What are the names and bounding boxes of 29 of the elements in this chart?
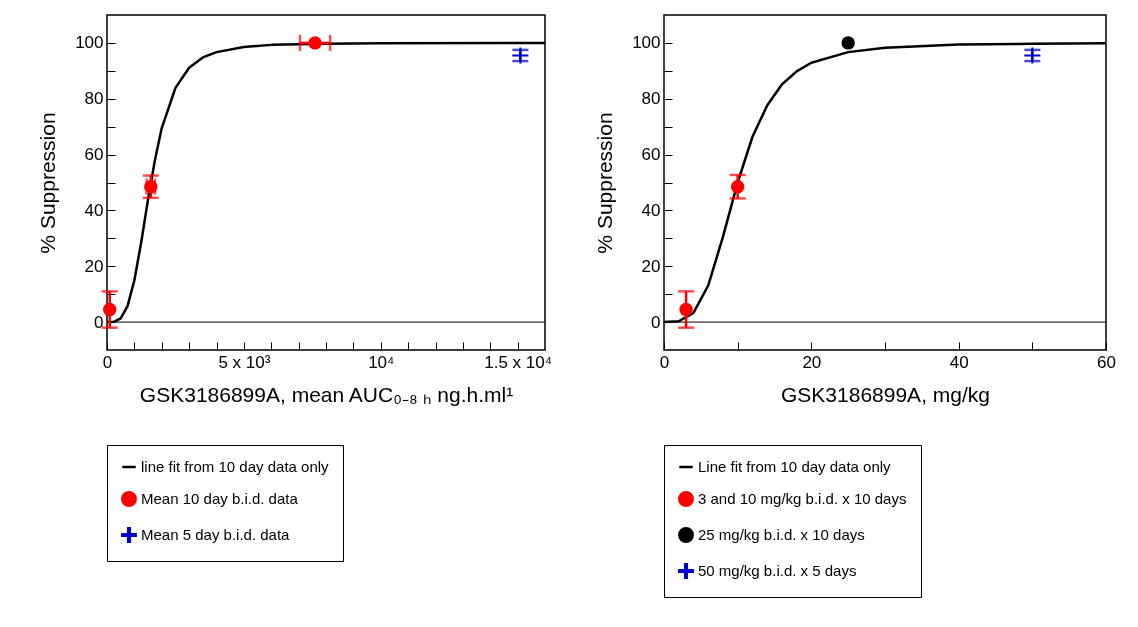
y-tick-label: 20 (84, 256, 104, 276)
legend-label: Mean 5 day b.i.d. data (141, 526, 291, 543)
y-tick-label: 60 (84, 145, 104, 165)
x-axis-title: GSK3186899A, mg/kg (781, 382, 990, 406)
legend-label: 50 mg/kg b.i.d. x 5 days (698, 562, 857, 579)
x-tick-label: 60 (1097, 352, 1116, 372)
x-tick-label: 20 (802, 352, 822, 372)
x-tick-label: 5 x 10³ (218, 352, 271, 372)
legend-label: Mean 10 day b.i.d. data (141, 490, 299, 507)
y-tick-label: 100 (75, 33, 104, 53)
y-tick-label: 60 (641, 145, 661, 165)
legend-label: line fit from 10 day data only (141, 458, 330, 475)
legend-label: Line fit from 10 day data only (698, 458, 892, 475)
y-tick-label: 0 (94, 312, 104, 332)
y-axis-title: % Suppression (593, 112, 617, 254)
y-tick-label: 40 (641, 200, 661, 220)
y-axis-title: % Suppression (36, 112, 60, 254)
x-axis-title: GSK3186899A, mean AUC₀₋₈ ₕ ng.h.ml¹ (139, 382, 514, 406)
y-tick-label: 40 (84, 200, 104, 220)
y-tick-label: 0 (651, 312, 661, 332)
legend-label: 25 mg/kg b.i.d. x 10 days (698, 526, 865, 543)
y-tick-label: 20 (641, 256, 661, 276)
y-tick-label: 80 (641, 89, 661, 109)
legend-label: 3 and 10 mg/kg b.i.d. x 10 days (698, 490, 907, 507)
x-tick-label: 1.5 x 10⁴ (484, 352, 553, 372)
y-tick-label: 100 (632, 33, 661, 53)
x-tick-label: 40 (949, 352, 969, 372)
x-tick-label: 10⁴ (368, 352, 395, 372)
y-tick-label: 80 (84, 89, 104, 109)
